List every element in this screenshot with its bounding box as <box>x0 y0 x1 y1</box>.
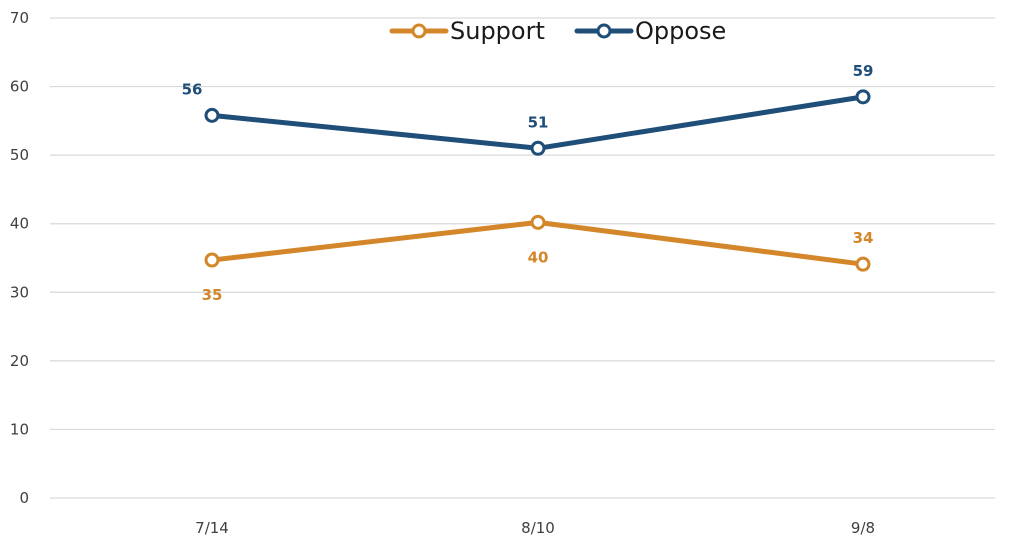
y-tick-label: 50 <box>10 146 29 164</box>
y-axis-tick-labels: 0 10 20 30 40 50 60 70 <box>10 9 29 507</box>
support-data-label: 35 <box>202 286 223 304</box>
oppose-point <box>530 140 546 156</box>
data-labels: 35 40 34 56 51 59 <box>182 62 874 304</box>
legend-item-oppose: Oppose <box>574 17 726 45</box>
y-tick-label: 30 <box>10 283 29 301</box>
legend-item-support: Support <box>389 17 545 45</box>
x-tick-label: 9/8 <box>851 519 875 537</box>
oppose-point <box>855 89 871 105</box>
oppose-point <box>204 107 220 123</box>
y-tick-label: 70 <box>10 9 29 27</box>
y-tick-label: 0 <box>19 489 29 507</box>
y-tick-label: 60 <box>10 78 29 96</box>
support-point <box>855 256 871 272</box>
legend-swatch-marker <box>596 23 612 39</box>
legend-label-oppose: Oppose <box>635 17 726 45</box>
x-axis-tick-labels: 7/14 8/10 9/8 <box>195 519 875 537</box>
support-data-label: 40 <box>528 248 549 266</box>
x-tick-label: 8/10 <box>521 519 555 537</box>
legend: Support Oppose <box>389 17 726 45</box>
oppose-data-label: 56 <box>182 80 203 98</box>
support-point <box>530 214 546 230</box>
x-tick-label: 7/14 <box>195 519 229 537</box>
series-lines <box>204 89 871 272</box>
y-tick-label: 20 <box>10 352 29 370</box>
oppose-data-label: 51 <box>528 113 549 131</box>
support-point <box>204 252 220 268</box>
legend-label-support: Support <box>450 17 545 45</box>
legend-swatch-marker <box>411 23 427 39</box>
y-tick-label: 10 <box>10 420 29 438</box>
y-tick-label: 40 <box>10 215 29 233</box>
oppose-data-label: 59 <box>853 62 874 80</box>
support-data-label: 34 <box>853 229 874 247</box>
